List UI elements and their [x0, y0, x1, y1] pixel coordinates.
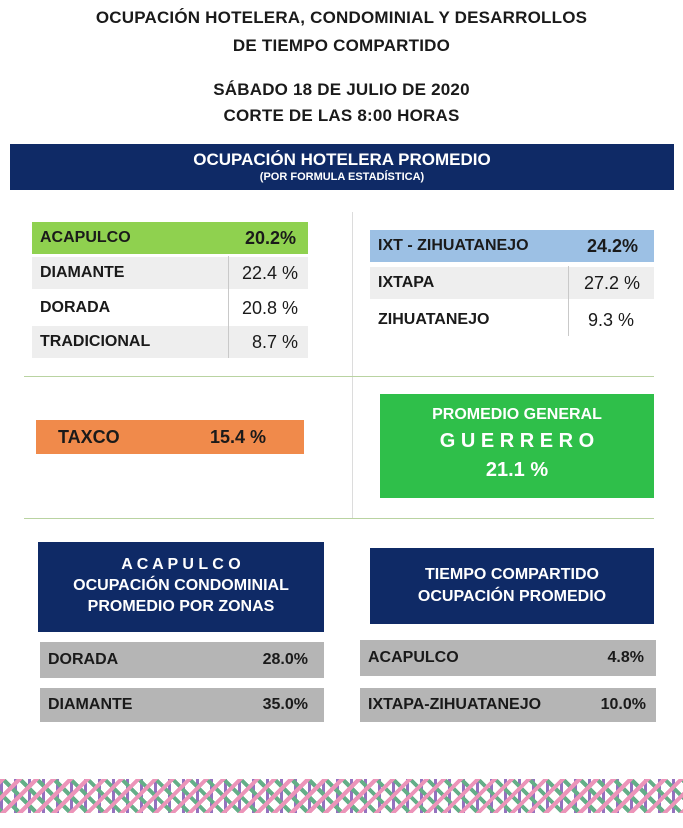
- acapulco-row-value: 20.8 %: [241, 297, 298, 318]
- tiempo-row: ACAPULCO 4.8%: [360, 640, 656, 676]
- promedio-general-card: PROMEDIO GENERAL G U E R R E R O 21.1 %: [380, 394, 654, 498]
- condominial-row: DORADA 28.0%: [40, 642, 324, 678]
- acapulco-row-label: TRADICIONAL: [40, 333, 151, 350]
- banner-subtitle: (POR FORMULA ESTADÍSTICA): [259, 171, 425, 183]
- report-date: SÁBADO 18 DE JULIO DE 2020: [213, 80, 470, 99]
- vertical-divider: [352, 378, 353, 518]
- acapulco-row-label: DORADA: [40, 299, 111, 316]
- tiempo-row-label: IXTAPA-ZIHUATANEJO: [368, 696, 542, 713]
- banner-title: OCUPACIÓN HOTELERA PROMEDIO: [193, 150, 491, 169]
- vertical-divider: [352, 212, 353, 382]
- acapulco-row: DIAMANTE 22.4 %: [32, 257, 308, 289]
- tiempo-compartido-banner: TIEMPO COMPARTIDO OCUPACIÓN PROMEDIO: [370, 548, 654, 624]
- acapulco-row-value: 8.7 %: [251, 331, 298, 352]
- report-title-line2: DE TIEMPO COMPARTIDO: [232, 36, 451, 55]
- condominial-row: DIAMANTE 35.0%: [40, 688, 324, 722]
- section-divider: [24, 376, 654, 377]
- condominial-title-city: A C A P U L C O: [121, 556, 241, 573]
- condominial-subtitle: PROMEDIO POR ZONAS: [87, 598, 275, 615]
- ixtapa-row-value: 9.3 %: [587, 309, 634, 330]
- taxco-row: TAXCO 15.4 %: [36, 420, 304, 454]
- ixtapa-row: IXTAPA 27.2 %: [370, 267, 654, 299]
- acapulco-row-value: 22.4 %: [241, 262, 298, 283]
- decorative-pattern-border: [0, 779, 683, 813]
- tiempo-row-value: 4.8%: [607, 649, 644, 666]
- promedio-state: G U E R R E R O: [439, 430, 595, 452]
- occupancy-banner: OCUPACIÓN HOTELERA PROMEDIO (POR FORMULA…: [10, 144, 674, 190]
- acapulco-row: DORADA 20.8 %: [32, 292, 308, 324]
- report-title-line1: OCUPACIÓN HOTELERA, CONDOMINIAL Y DESARR…: [95, 8, 588, 27]
- ixtapa-main-row: IXT - ZIHUATANEJO 24.2%: [370, 230, 654, 262]
- acapulco-main-value: 20.2%: [244, 227, 296, 248]
- report-cutoff: CORTE DE LAS 8:00 HORAS: [223, 106, 460, 125]
- acapulco-row: TRADICIONAL 8.7 %: [32, 326, 308, 358]
- ixtapa-main-label: IXT - ZIHUATANEJO: [378, 237, 529, 254]
- ixtapa-main-value: 24.2%: [586, 235, 638, 256]
- promedio-value: 21.1 %: [485, 459, 549, 481]
- condominial-title: OCUPACIÓN CONDOMINIAL: [73, 577, 289, 594]
- condominial-banner: A C A P U L C O OCUPACIÓN CONDOMINIAL PR…: [38, 542, 324, 632]
- ixtapa-column-divider: [568, 266, 569, 336]
- condominial-row-value: 28.0%: [262, 651, 308, 668]
- ixtapa-row: ZIHUATANEJO 9.3 %: [370, 304, 654, 336]
- condominial-row-label: DORADA: [48, 651, 119, 668]
- taxco-value: 15.4 %: [209, 426, 266, 447]
- ixtapa-row-value: 27.2 %: [583, 272, 640, 293]
- acapulco-main-row: ACAPULCO 20.2%: [32, 222, 308, 254]
- promedio-label: PROMEDIO GENERAL: [432, 406, 602, 423]
- section-divider: [24, 518, 654, 519]
- acapulco-row-label: DIAMANTE: [40, 264, 125, 281]
- tiempo-row-label: ACAPULCO: [368, 649, 459, 666]
- tiempo-subtitle: OCUPACIÓN PROMEDIO: [417, 588, 607, 605]
- tiempo-title: TIEMPO COMPARTIDO: [425, 566, 599, 583]
- acapulco-column-divider: [228, 256, 229, 358]
- condominial-row-value: 35.0%: [262, 696, 308, 713]
- ixtapa-row-label: ZIHUATANEJO: [378, 311, 490, 328]
- condominial-row-label: DIAMANTE: [48, 696, 133, 713]
- tiempo-row-value: 10.0%: [600, 696, 646, 713]
- acapulco-main-label: ACAPULCO: [40, 229, 131, 246]
- ixtapa-row-label: IXTAPA: [378, 274, 435, 291]
- taxco-label: TAXCO: [58, 426, 120, 447]
- tiempo-row: IXTAPA-ZIHUATANEJO 10.0%: [360, 688, 656, 722]
